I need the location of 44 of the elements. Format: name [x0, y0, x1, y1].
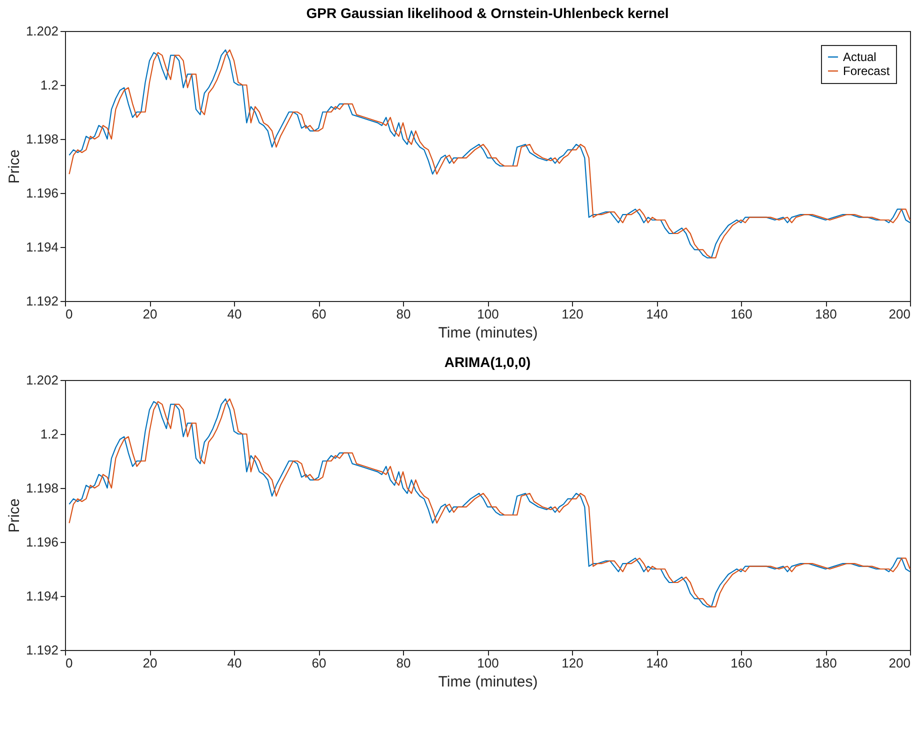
- x-axis-title: Time (minutes): [438, 324, 538, 342]
- x-tick-label: 160: [730, 656, 752, 670]
- x-tick-label: 160: [730, 306, 752, 322]
- x-tick-label: 180: [815, 656, 837, 670]
- x-tick-label: 40: [227, 306, 242, 322]
- y-tick-label: 1.192: [26, 294, 58, 308]
- y-axis-title: Price: [6, 149, 23, 184]
- x-tick-label: 100: [477, 306, 499, 322]
- x-axis-title: Time (minutes): [438, 674, 538, 690]
- y-tick-label: 1.202: [26, 372, 58, 388]
- line-series: [68, 49, 911, 258]
- y-tick-label: 1.202: [26, 24, 58, 38]
- x-tick-label: 120: [562, 656, 584, 670]
- x-tick-label: 0: [66, 306, 73, 322]
- y-tick-label: 1.194: [26, 240, 58, 254]
- y-tick-label: 1.192: [26, 642, 58, 658]
- x-tick-label: 120: [562, 306, 584, 322]
- x-tick-label: 200: [888, 656, 910, 670]
- x-tick-label: 20: [142, 306, 158, 322]
- y-tick-label: 1.198: [26, 132, 58, 146]
- x-tick-label: 0: [66, 656, 73, 670]
- x-tick-label: 60: [312, 306, 326, 322]
- x-tick-label: 140: [646, 306, 668, 322]
- x-tick-label: 80: [396, 306, 411, 322]
- chart-title: GPR Gaussian likelihood & Ornstein-Uhlenbeck kernel: [306, 5, 669, 21]
- x-tick-label: 200: [888, 306, 910, 322]
- x-tick-label: 180: [815, 306, 837, 322]
- x-tick-label: 20: [142, 656, 158, 670]
- y-tick-label: 1.198: [26, 480, 58, 496]
- legend-label: Actual: [843, 50, 876, 64]
- line-series: [68, 398, 911, 608]
- y-axis-title: Price: [6, 498, 23, 533]
- x-tick-label: 40: [227, 656, 242, 670]
- x-tick-label: 140: [646, 656, 668, 670]
- y-tick-label: 1.196: [26, 534, 58, 550]
- y-tick-label: 1.2: [40, 78, 58, 92]
- chart-title: ARIMA(1,0,0): [444, 354, 531, 370]
- y-tick-label: 1.196: [26, 186, 58, 200]
- legend-label: Forecast: [843, 64, 890, 78]
- x-tick-label: 100: [477, 656, 499, 670]
- y-tick-label: 1.194: [26, 588, 58, 604]
- x-tick-label: 80: [396, 656, 411, 670]
- y-tick-label: 1.2: [40, 426, 58, 442]
- x-tick-label: 60: [312, 656, 326, 670]
